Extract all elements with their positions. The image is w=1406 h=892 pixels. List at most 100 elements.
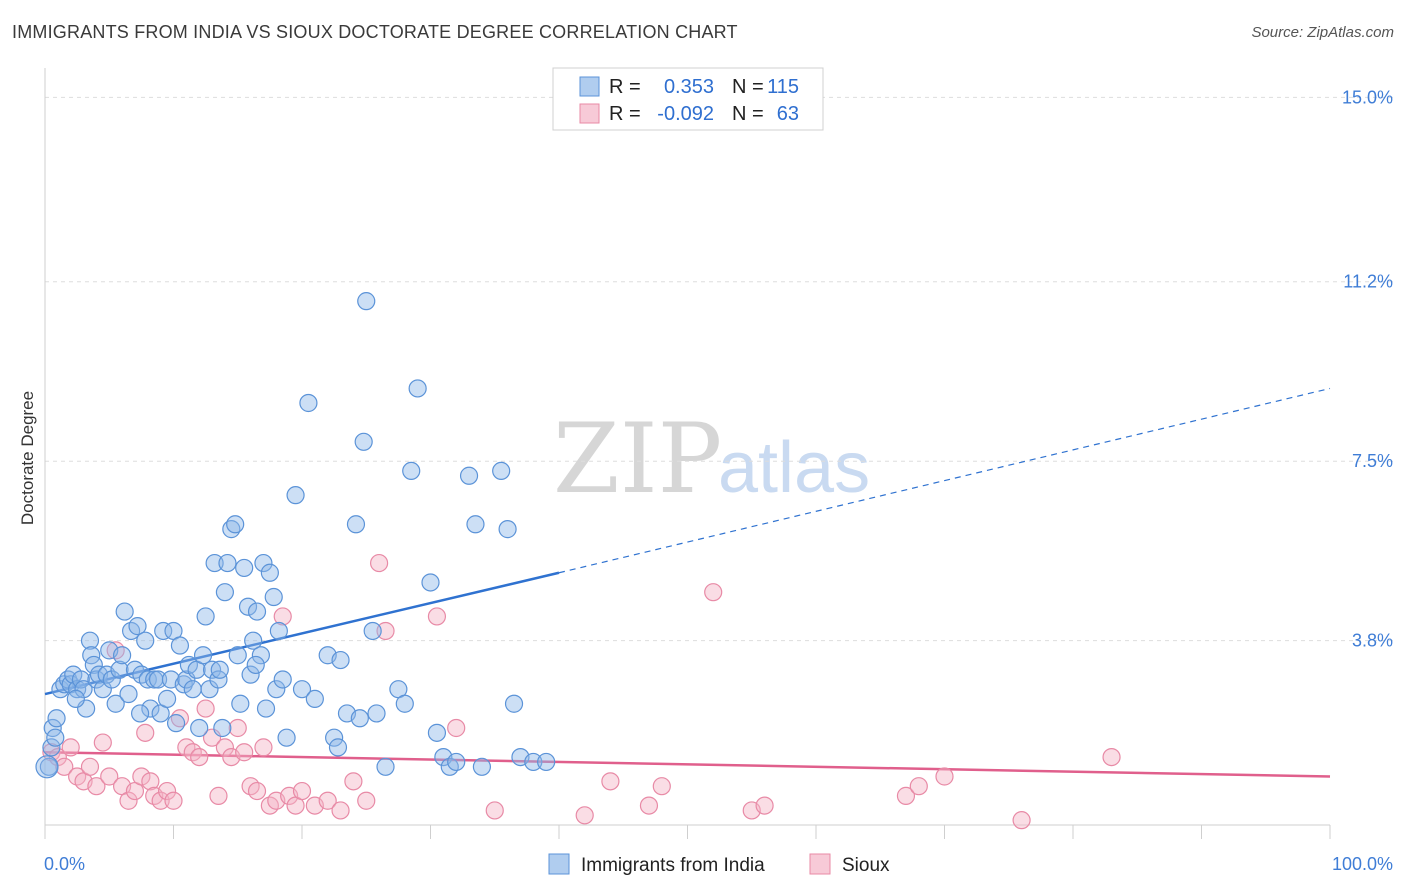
india-point [524, 752, 543, 772]
india-trend-lines [44, 387, 1331, 696]
india-point [46, 728, 65, 747]
india-point [244, 631, 263, 650]
sioux-point [61, 738, 80, 757]
bottom-legend-swatch-india [548, 853, 570, 875]
sioux-point [164, 791, 183, 810]
sioux-point [254, 738, 273, 757]
india-point [427, 723, 447, 742]
india-point [277, 728, 296, 747]
india-point [254, 553, 273, 573]
india-point [183, 680, 202, 699]
india-point [190, 718, 209, 738]
india-point [408, 379, 427, 398]
india-point [196, 607, 215, 626]
sioux-point [80, 757, 100, 776]
sioux-point [896, 786, 916, 805]
india-point [102, 670, 121, 689]
sioux-point [157, 781, 177, 801]
india-point [226, 515, 245, 534]
y-axis-label: Doctorate Degree [18, 391, 37, 525]
bottom-legend-label-sioux: Sioux [842, 855, 890, 876]
india-point [210, 660, 229, 679]
india-point [115, 602, 134, 621]
india-point [42, 738, 61, 757]
india-point [264, 587, 283, 607]
legend-swatch-india [579, 76, 600, 97]
india-point [110, 660, 129, 679]
sioux-point [318, 791, 337, 810]
india-point [112, 646, 132, 665]
india-point [273, 670, 292, 689]
india-point [459, 466, 479, 485]
legend-r-label-india: R = [609, 76, 641, 98]
india-point [292, 680, 312, 699]
legend-n-label-india: N = [732, 76, 764, 98]
india-point [174, 675, 193, 694]
sioux-point [331, 801, 350, 820]
india-point [84, 655, 103, 675]
india-point [325, 728, 344, 747]
series-legend: Immigrants from India Sioux [548, 853, 890, 876]
india-point [80, 631, 100, 650]
india-point [74, 680, 93, 699]
india-point [299, 393, 318, 413]
india-point [205, 553, 224, 573]
sioux-point [151, 791, 170, 810]
india-point [367, 704, 386, 723]
y-tick-label: 7.5% [1352, 451, 1393, 471]
india-point [363, 621, 382, 641]
india-point [305, 689, 324, 708]
sioux-point [575, 806, 594, 825]
sioux-point [704, 583, 723, 602]
india-point [328, 738, 348, 757]
legend-r-value-sioux: -0.092 [657, 103, 714, 125]
legend-n-value-india: 115 [767, 76, 799, 98]
sioux-point [247, 781, 267, 801]
sioux-point [447, 718, 466, 738]
india-point [66, 689, 85, 708]
india-point [228, 646, 247, 665]
india-point [148, 670, 168, 689]
sioux-point [196, 699, 215, 718]
india-point [537, 752, 556, 772]
sioux-point [190, 747, 209, 767]
y-tick-label: 15.0% [1342, 87, 1393, 107]
watermark-zip: ZIP [553, 403, 722, 515]
sioux-point [755, 796, 774, 815]
india-point [130, 704, 150, 723]
y-axis-ticks: 3.8% 7.5% 11.2% 15.0% [1342, 87, 1393, 650]
india-point [202, 660, 222, 679]
india-point [395, 694, 414, 713]
india-point [213, 718, 232, 738]
india-point [256, 699, 276, 718]
gridlines [45, 96, 1395, 642]
india-point [269, 621, 288, 641]
india-point [87, 670, 106, 689]
india-point [504, 694, 524, 713]
y-tick-label: 3.8% [1352, 631, 1393, 651]
correlation-legend: R = 0.353 N = 115 R = -0.092 N = 63 [552, 67, 824, 131]
sioux-point [141, 772, 160, 791]
sioux-point [357, 791, 376, 810]
india-point [119, 684, 138, 704]
india-point [346, 515, 366, 534]
india-point [472, 757, 491, 776]
india-point [68, 680, 87, 699]
india-point [498, 520, 517, 539]
sioux-trend-line [44, 750, 1331, 778]
india-point [154, 621, 173, 641]
india-point [350, 709, 369, 728]
sioux-point [119, 791, 138, 810]
sioux-point [235, 743, 254, 762]
sioux-point [652, 777, 671, 796]
chart-source: Source: ZipAtlas.com [1251, 24, 1394, 41]
sioux-point [273, 607, 292, 626]
india-point [447, 752, 466, 772]
india-point [402, 461, 421, 481]
sioux-point [1102, 747, 1121, 767]
india-trend-extension [558, 387, 1331, 574]
sioux-point [87, 777, 106, 796]
sioux-point [132, 767, 151, 786]
bottom-legend-label-india: Immigrants from India [581, 855, 765, 876]
